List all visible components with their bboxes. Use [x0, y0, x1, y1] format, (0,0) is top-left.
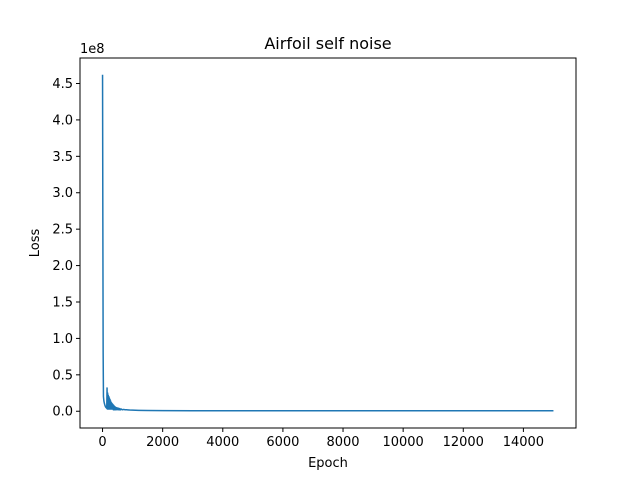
y-tick-label: 2.0: [52, 259, 73, 274]
series-line: [101, 74, 554, 412]
y-tick-label: 2.5: [52, 223, 73, 238]
y-tick-label: 0.0: [52, 405, 73, 420]
x-tick-label: 2000: [146, 435, 179, 450]
y-axis-scale-label: 1e8: [80, 42, 105, 57]
plot-frame: [79, 57, 577, 429]
chart-title: Airfoil self noise: [264, 34, 391, 53]
y-tick-label: 4.0: [52, 113, 73, 128]
y-tick-label: 0.5: [52, 368, 73, 383]
x-tick-label: 14000: [503, 435, 544, 450]
x-tick-label: 4000: [206, 435, 239, 450]
series-layer: [101, 74, 554, 412]
x-tick-label: 0: [98, 435, 106, 450]
x-axis-ticks: 0 2000 4000 6000 8000 10000 12000 14000: [98, 428, 544, 450]
y-tick-label: 1.0: [52, 332, 73, 347]
x-tick-label: 6000: [266, 435, 299, 450]
x-tick-label: 12000: [443, 435, 484, 450]
y-axis-label: Loss: [28, 229, 43, 258]
y-tick-label: 1.5: [52, 295, 73, 310]
y-axis-ticks: 0.0 0.5 1.0 1.5 2.0 2.5 3.0 3.5 4.0 4.5: [52, 77, 80, 420]
plot-area: [80, 58, 576, 428]
x-tick-label: 8000: [326, 435, 359, 450]
x-axis-label: Epoch: [308, 456, 348, 471]
y-tick-label: 3.5: [52, 150, 73, 165]
y-tick-label: 3.0: [52, 186, 73, 201]
y-tick-label: 4.5: [52, 77, 73, 92]
x-tick-label: 10000: [382, 435, 423, 450]
